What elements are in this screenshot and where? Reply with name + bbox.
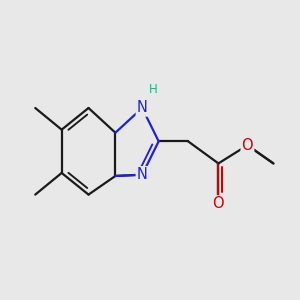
- Text: O: O: [213, 196, 224, 211]
- Text: N: N: [137, 167, 148, 182]
- Text: H: H: [149, 83, 158, 96]
- Text: O: O: [242, 138, 253, 153]
- Text: N: N: [137, 100, 148, 116]
